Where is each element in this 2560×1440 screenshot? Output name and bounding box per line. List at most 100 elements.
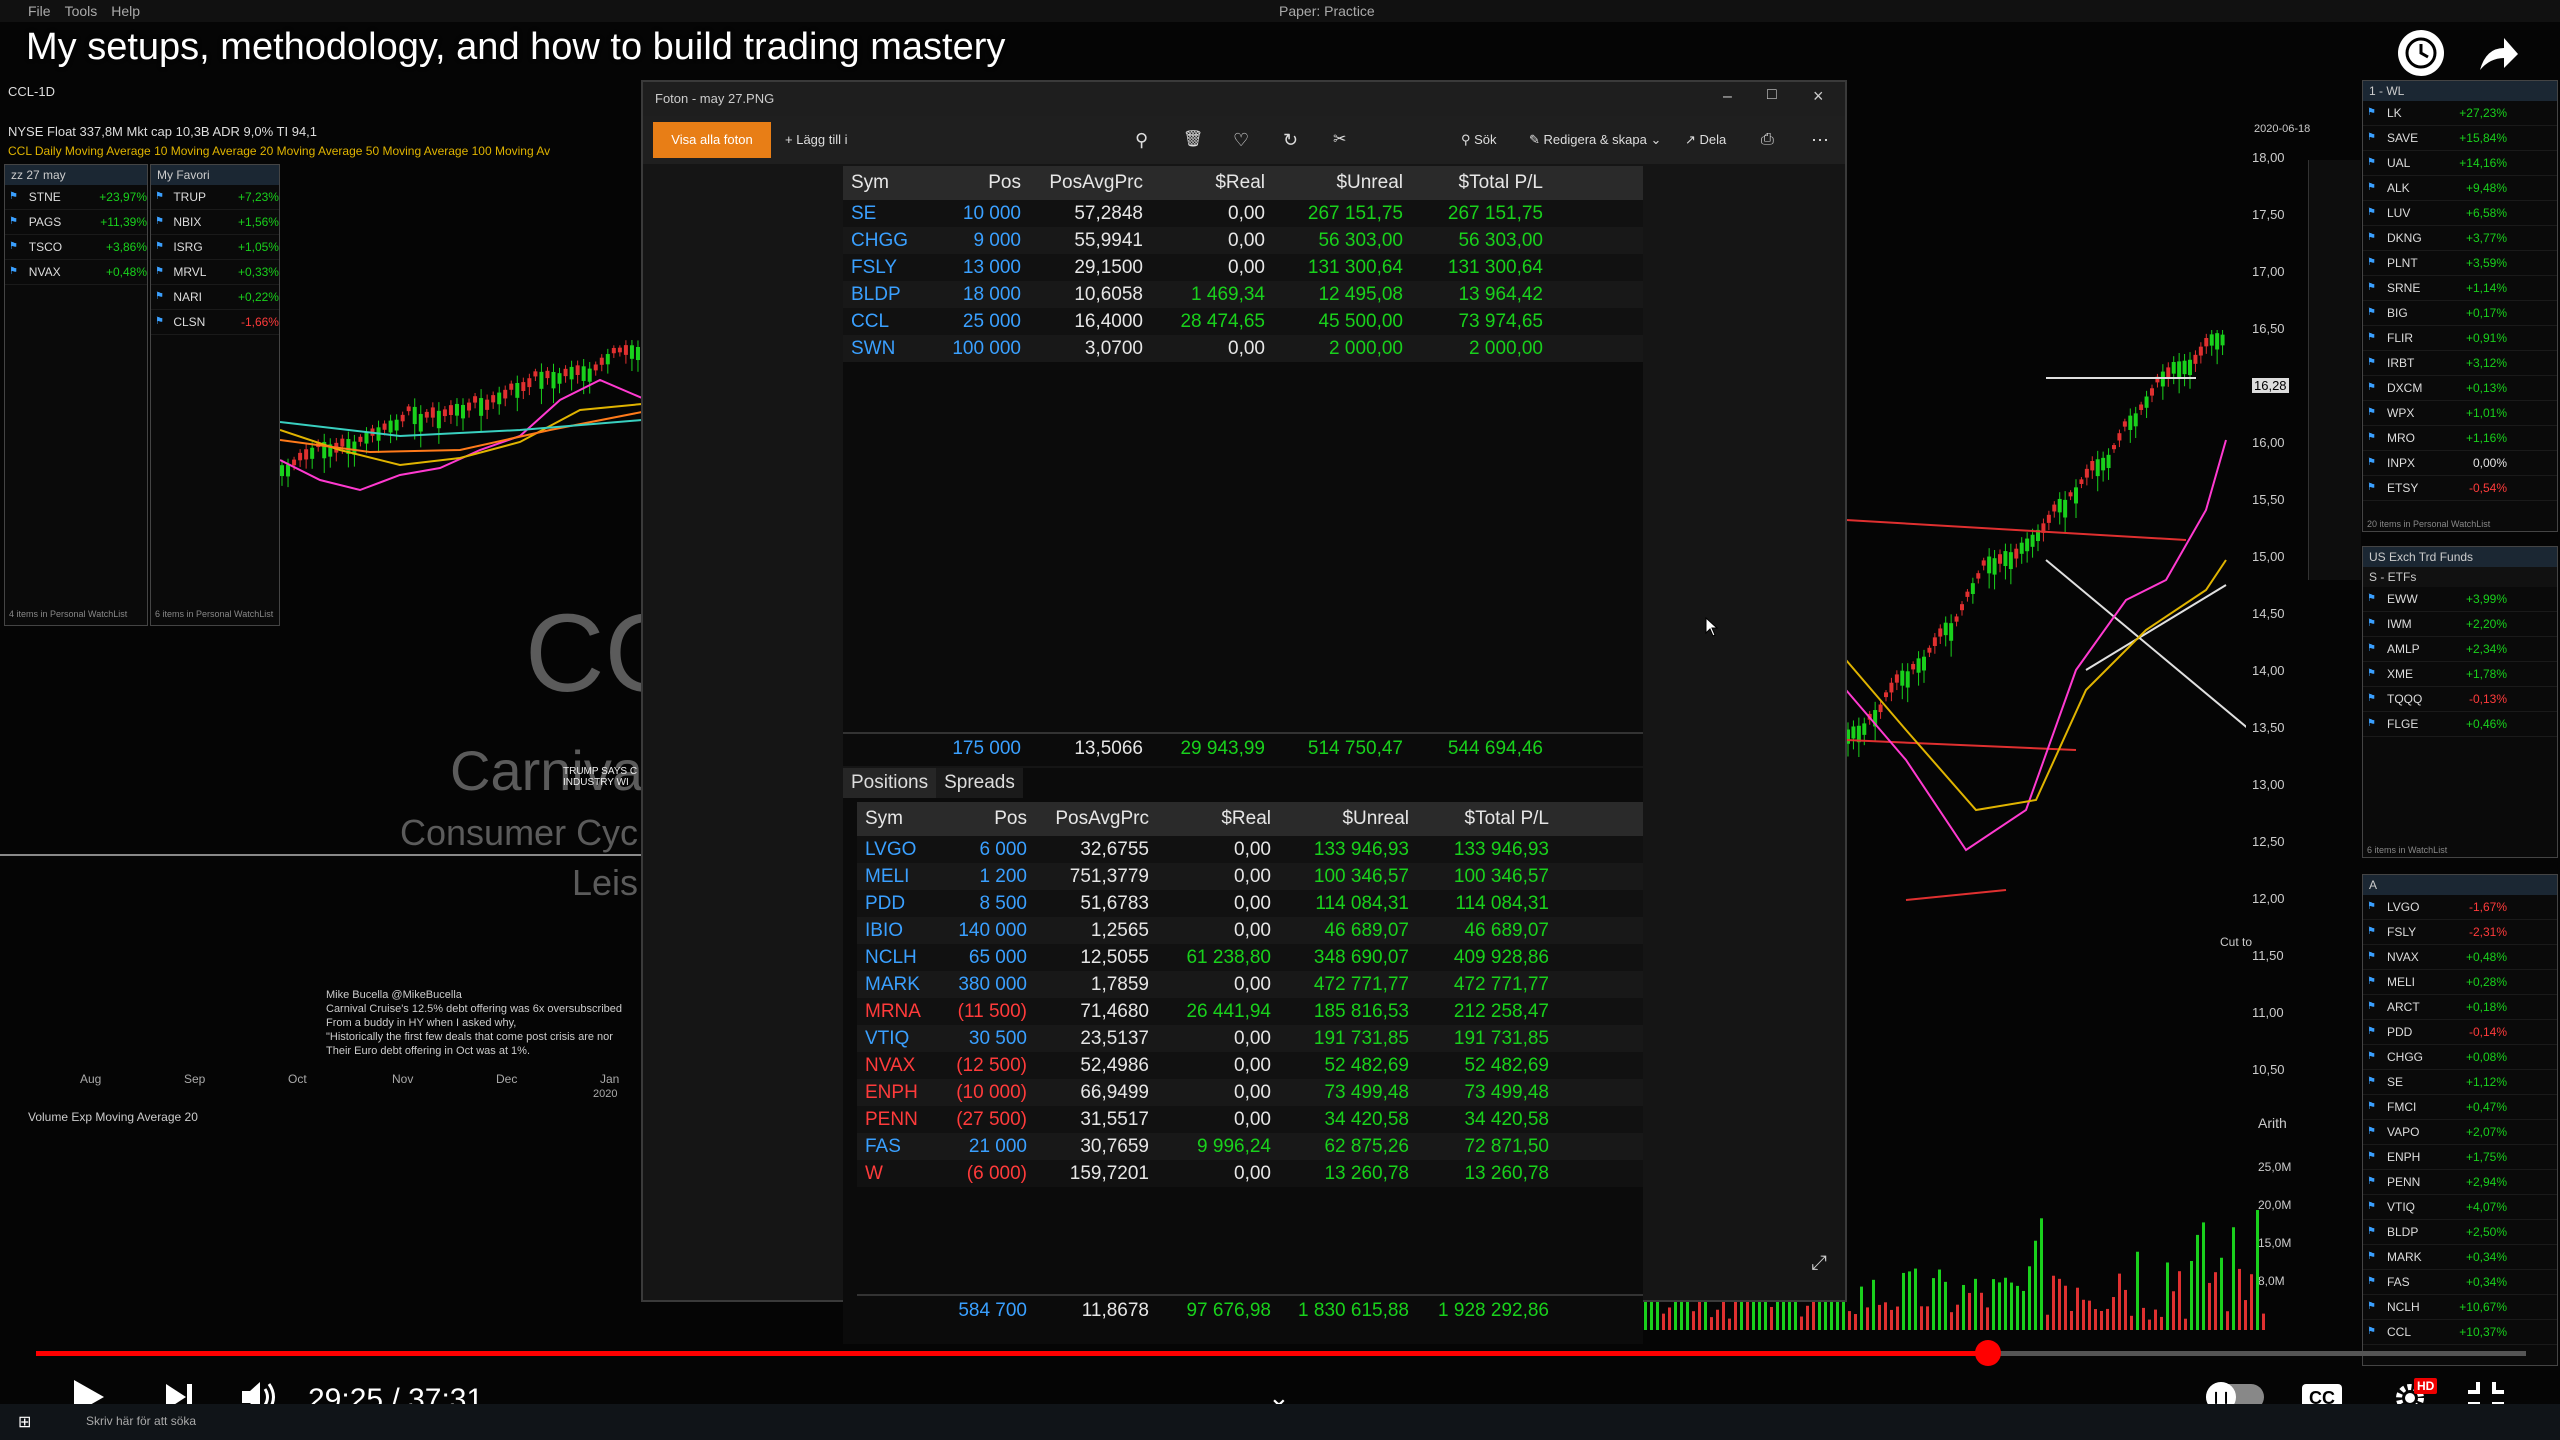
table-row[interactable]: ENPH (10 000) 66,9499 0,00 73 499,48 73 499,4… (857, 1079, 1643, 1106)
table-row[interactable]: NVAX (12 500) 52,4986 0,00 52 482,69 52 482,6… (857, 1052, 1643, 1079)
menu-item[interactable]: File (28, 3, 51, 19)
fullscreen-expand-icon[interactable]: ⤢ (1811, 1252, 1827, 1274)
flag-icon[interactable]: ⚑ (2367, 332, 2376, 343)
watchlist-row[interactable]: ⚑ FLIR +0,91% (2363, 326, 2557, 351)
watchlist-title[interactable]: My Favori (151, 165, 279, 185)
column-header[interactable]: $Total P/L (1464, 808, 1550, 829)
table-row[interactable]: PDD 8 500 51,6783 0,00 114 084,31 114 084,31 (857, 890, 1643, 917)
table-row[interactable]: PENN (27 500) 31,5517 0,00 34 420,58 34 420,5… (857, 1106, 1643, 1133)
watchlist-title[interactable]: A (2363, 875, 2557, 895)
table-row[interactable]: SE 10 000 57,2848 0,00 267 151,75 267 151,75 (843, 200, 1643, 227)
rotate-icon[interactable]: ↻ (1283, 130, 1299, 150)
flag-icon[interactable]: ⚑ (2367, 1251, 2376, 1262)
flag-icon[interactable]: ⚑ (2367, 668, 2376, 679)
watchlist-row[interactable]: ⚑ FAS +0,34% (2363, 1270, 2557, 1295)
watchlist-row[interactable]: ⚑ PLNT +3,59% (2363, 251, 2557, 276)
search-button[interactable]: ⚲ Sök (1461, 132, 1497, 147)
tab-positions[interactable]: Positions (843, 768, 937, 798)
table-row[interactable]: CCL 25 000 16,4000 28 474,65 45 500,00 73 974… (843, 308, 1643, 335)
watchlist-row[interactable]: ⚑ XME +1,78% (2363, 662, 2557, 687)
watchlist-row[interactable]: ⚑ FLGE +0,46% (2363, 712, 2557, 737)
watchlist-row[interactable]: ⚑ INPX 0,00% (2363, 451, 2557, 476)
table-row[interactable]: IBIO 140 000 1,2565 0,00 46 689,07 46 689,07 (857, 917, 1643, 944)
flag-icon[interactable]: ⚑ (2367, 976, 2376, 987)
view-all-photos-button[interactable]: Visa alla foton (653, 122, 771, 158)
flag-icon[interactable]: ⚑ (2367, 232, 2376, 243)
watchlist-row[interactable]: ⚑ ENPH +1,75% (2363, 1145, 2557, 1170)
flag-icon[interactable]: ⚑ (155, 316, 164, 327)
flag-icon[interactable]: ⚑ (2367, 457, 2376, 468)
column-header[interactable]: Sym (865, 808, 903, 829)
watchlist-row[interactable]: ⚑ TSCO +3,86% (5, 235, 147, 260)
flag-icon[interactable]: ⚑ (2367, 1326, 2376, 1337)
watchlist-row[interactable]: ⚑ NBIX +1,56% (151, 210, 279, 235)
column-header[interactable]: $Unreal (1336, 172, 1403, 193)
flag-icon[interactable]: ⚑ (2367, 1226, 2376, 1237)
flag-icon[interactable]: ⚑ (2367, 282, 2376, 293)
flag-icon[interactable]: ⚑ (2367, 1076, 2376, 1087)
flag-icon[interactable]: ⚑ (155, 191, 164, 202)
next-icon[interactable] (162, 1380, 196, 1422)
flag-icon[interactable]: ⚑ (2367, 1126, 2376, 1137)
watchlist-row[interactable]: ⚑ SAVE +15,84% (2363, 126, 2557, 151)
crop-icon[interactable]: ✂ (1333, 131, 1347, 148)
table-row[interactable]: NCLH 65 000 12,5055 61 238,80 348 690,07 409 … (857, 944, 1643, 971)
flag-icon[interactable]: ⚑ (2367, 132, 2376, 143)
flag-icon[interactable]: ⚑ (2367, 357, 2376, 368)
table-row[interactable]: CHGG 9 000 55,9941 0,00 56 303,00 56 303,00 (843, 227, 1643, 254)
flag-icon[interactable]: ⚑ (2367, 1051, 2376, 1062)
flag-icon[interactable]: ⚑ (9, 241, 18, 252)
favorite-icon[interactable]: ♡ (1233, 130, 1250, 150)
flag-icon[interactable]: ⚑ (155, 291, 164, 302)
column-header[interactable]: $Real (1215, 172, 1265, 193)
taskbar-search[interactable]: Skriv här för att söka (86, 1414, 197, 1428)
tab-spreads[interactable]: Spreads (936, 768, 1023, 798)
column-header[interactable]: $Unreal (1342, 808, 1409, 829)
flag-icon[interactable]: ⚑ (2367, 1151, 2376, 1162)
table-row[interactable]: MELI 1 200 751,3779 0,00 100 346,57 100 346,5… (857, 863, 1643, 890)
watchlist-row[interactable]: ⚑ STNE +23,97% (5, 185, 147, 210)
scale-mode[interactable]: Arith (2258, 1115, 2287, 1131)
flag-icon[interactable]: ⚑ (2367, 407, 2376, 418)
share-icon[interactable] (2476, 34, 2520, 79)
drawing-tools-panel[interactable] (2308, 160, 2361, 580)
watchlist-row[interactable]: ⚑ AMLP +2,34% (2363, 637, 2557, 662)
column-header[interactable]: PosAvgPrc (1049, 172, 1143, 193)
watchlist-row[interactable]: ⚑ NVAX +0,48% (2363, 945, 2557, 970)
flag-icon[interactable]: ⚑ (2367, 182, 2376, 193)
flag-icon[interactable]: ⚑ (9, 266, 18, 277)
watchlist-row[interactable]: ⚑ MRO +1,16% (2363, 426, 2557, 451)
watchlist-row[interactable]: ⚑ LVGO -1,67% (2363, 895, 2557, 920)
watchlist-row[interactable]: ⚑ IWM +2,20% (2363, 612, 2557, 637)
flag-icon[interactable]: ⚑ (9, 191, 18, 202)
watchlist-title[interactable]: US Exch Trd Funds (2363, 547, 2557, 567)
watchlist-subtitle[interactable]: S - ETFs (2363, 567, 2557, 587)
watchlist-row[interactable]: ⚑ PAGS +11,39% (5, 210, 147, 235)
flag-icon[interactable]: ⚑ (2367, 307, 2376, 318)
flag-icon[interactable]: ⚑ (2367, 951, 2376, 962)
watchlist-row[interactable]: ⚑ LK +27,23% (2363, 101, 2557, 126)
table-row[interactable]: W (6 000) 159,7201 0,00 13 260,78 13 260,78 (857, 1160, 1643, 1187)
table-row[interactable]: LVGO 6 000 32,6755 0,00 133 946,93 133 946,93 (857, 836, 1643, 863)
menu-item[interactable]: Tools (64, 3, 98, 19)
watchlist-row[interactable]: ⚑ VTIQ +4,07% (2363, 1195, 2557, 1220)
print-icon[interactable]: ⎙ (1761, 131, 1774, 148)
exit-fullscreen-icon[interactable] (2466, 1380, 2506, 1421)
watchlist-row[interactable]: ⚑ MARK +0,34% (2363, 1245, 2557, 1270)
table-row[interactable]: BLDP 18 000 10,6058 1 469,34 12 495,08 13 964… (843, 281, 1643, 308)
delete-icon[interactable]: 🗑 (1183, 131, 1204, 148)
flag-icon[interactable]: ⚑ (2367, 901, 2376, 912)
flag-icon[interactable]: ⚑ (2367, 693, 2376, 704)
progress-scrubber[interactable] (1975, 1340, 2002, 1366)
watchlist-row[interactable]: ⚑ NARI +0,22% (151, 285, 279, 310)
table-row[interactable]: SWN 100 000 3,0700 0,00 2 000,00 2 000,00 (843, 335, 1643, 362)
watchlist-row[interactable]: ⚑ SE +1,12% (2363, 1070, 2557, 1095)
watchlist-row[interactable]: ⚑ ISRG +1,05% (151, 235, 279, 260)
flag-icon[interactable]: ⚑ (155, 241, 164, 252)
column-header[interactable]: Pos (988, 172, 1021, 193)
watchlist-row[interactable]: ⚑ LUV +6,58% (2363, 201, 2557, 226)
watchlist-row[interactable]: ⚑ IRBT +3,12% (2363, 351, 2557, 376)
flag-icon[interactable]: ⚑ (2367, 1101, 2376, 1112)
watchlist-row[interactable]: ⚑ TQQQ -0,13% (2363, 687, 2557, 712)
watchlist-row[interactable]: ⚑ CCL +10,37% (2363, 1320, 2557, 1345)
